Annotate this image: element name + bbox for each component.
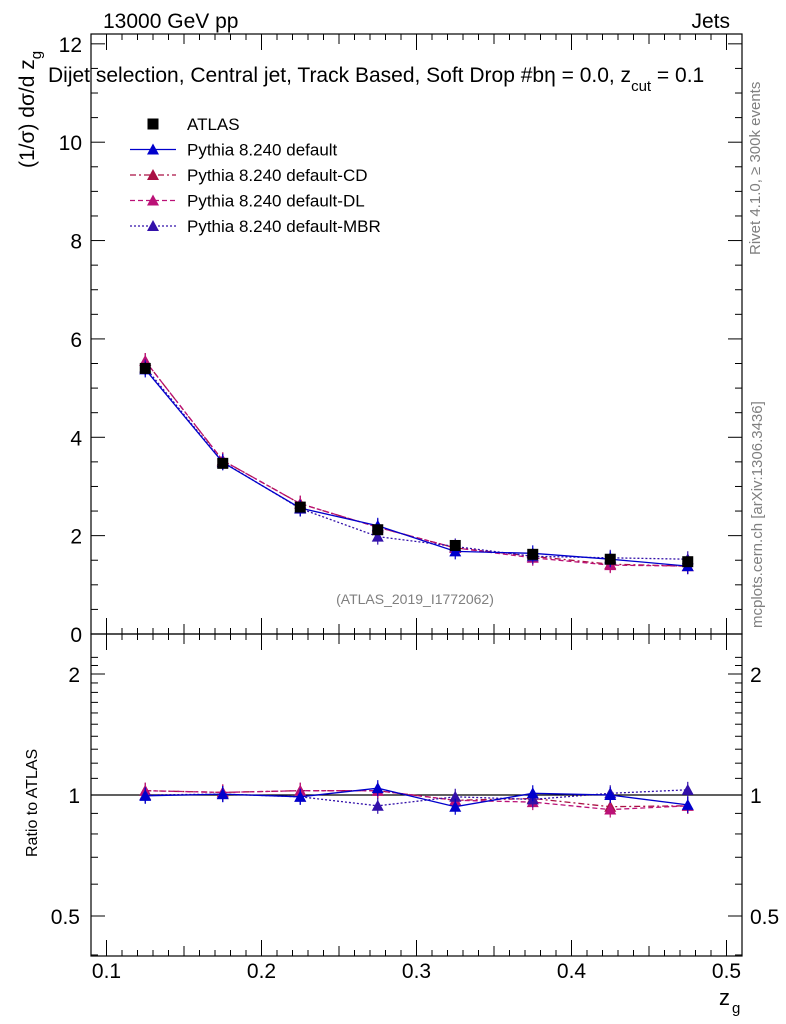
main-point-mbr <box>371 530 384 542</box>
ratio-ytick-label: 1 <box>68 785 80 808</box>
x-tick-label: 0.3 <box>402 960 431 983</box>
svg-text:(1/σ) dσ/d zg: (1/σ) dσ/d zg <box>16 51 45 168</box>
x-tick-label: 0.1 <box>92 960 121 983</box>
svg-text:z: z <box>719 985 730 1010</box>
main-data-point <box>449 539 461 551</box>
ratio-point-dl <box>604 803 617 815</box>
legend-marker-default <box>147 143 159 155</box>
ratio-point-default <box>526 787 539 799</box>
ratio-point-mbr <box>681 783 694 795</box>
svg-text:g: g <box>732 1000 740 1017</box>
legend-marker-mbr <box>147 220 159 231</box>
ratio-point-default <box>604 789 617 800</box>
x-tick-label: 0.5 <box>712 960 741 983</box>
ratio-ytick-label: 0.5 <box>51 906 80 929</box>
ratio-ylabel: Ratio to ATLAS <box>24 749 41 857</box>
ratio-ytick-label: 2 <box>68 664 80 687</box>
x-tick-label: 0.4 <box>557 960 587 983</box>
ratio-point-mbr <box>371 799 384 811</box>
x-axis-label: z g <box>719 985 740 1017</box>
analysis-id: (ATLAS_2019_I1772062) <box>336 591 494 607</box>
ratio-point-default <box>681 798 694 810</box>
x-axis-ticks: 0.1 0.2 0.3 0.4 0.5 <box>90 34 743 983</box>
ratio-line-cd <box>145 790 688 808</box>
mcplots-label: mcplots.cern.ch [arXiv:1306.3436] <box>749 401 766 628</box>
legend-marker-dl <box>147 194 159 206</box>
main-axis-ticks: 0 2 4 6 8 10 12 <box>59 34 742 647</box>
category-label: Jets <box>691 10 730 33</box>
legend-label: ATLAS <box>187 115 240 134</box>
main-ytick-label: 6 <box>70 329 82 352</box>
main-data-point <box>217 457 229 469</box>
ratio-point-default <box>449 800 462 812</box>
main-ylabel: (1/σ) dσ/d zg <box>16 51 45 168</box>
main-data-point <box>294 501 306 513</box>
main-line-default <box>144 368 688 567</box>
main-ytick-label: 8 <box>70 231 82 254</box>
legend-label: Pythia 8.240 default <box>187 141 338 160</box>
main-series-group <box>139 353 694 575</box>
ratio-point-default <box>371 782 384 794</box>
main-ytick-label: 10 <box>59 132 82 155</box>
main-line-dl <box>144 360 688 567</box>
main-data-point <box>372 524 384 536</box>
ratio-point-default <box>216 788 229 800</box>
main-ytick-label: 12 <box>59 34 82 57</box>
main-ytick-label: 2 <box>70 526 82 549</box>
ratio-ytick-label-right: 1 <box>750 785 762 808</box>
ratio-point-default <box>294 790 307 802</box>
selection-title: Dijet selection, Central jet, Track Base… <box>48 64 704 95</box>
main-data-point <box>527 548 539 560</box>
ratio-ytick-label-right: 2 <box>750 664 762 687</box>
main-ytick-label: 4 <box>70 427 82 450</box>
ratio-point-default <box>139 789 152 801</box>
energy-label: 13000 GeV pp <box>103 10 238 33</box>
legend-label: Pythia 8.240 default-DL <box>187 192 365 211</box>
main-data-point <box>139 362 151 374</box>
main-ytick-label: 0 <box>70 624 82 647</box>
legend-label: Pythia 8.240 default-MBR <box>187 217 381 236</box>
ratio-line-default <box>145 787 688 808</box>
legend-marker-data <box>147 118 159 130</box>
ratio-series-group <box>139 780 694 818</box>
ratio-axis-ticks: 0.5 0.5 1 1 2 2 <box>51 656 779 956</box>
main-data-point <box>604 553 616 565</box>
x-tick-label: 0.2 <box>247 960 276 983</box>
ratio-ytick-label-right: 0.5 <box>750 906 779 929</box>
legend: ATLAS Pythia 8.240 default Pythia 8.240 de… <box>130 115 381 236</box>
legend-marker-cd <box>147 169 159 180</box>
ratio-point-mbr <box>449 790 462 802</box>
rivet-label: Rivet 4.1.0, ≥ 300k events <box>747 82 764 255</box>
legend-label: Pythia 8.240 default-CD <box>187 166 368 185</box>
ratio-line-dl <box>145 790 688 811</box>
main-data-point <box>682 556 694 568</box>
